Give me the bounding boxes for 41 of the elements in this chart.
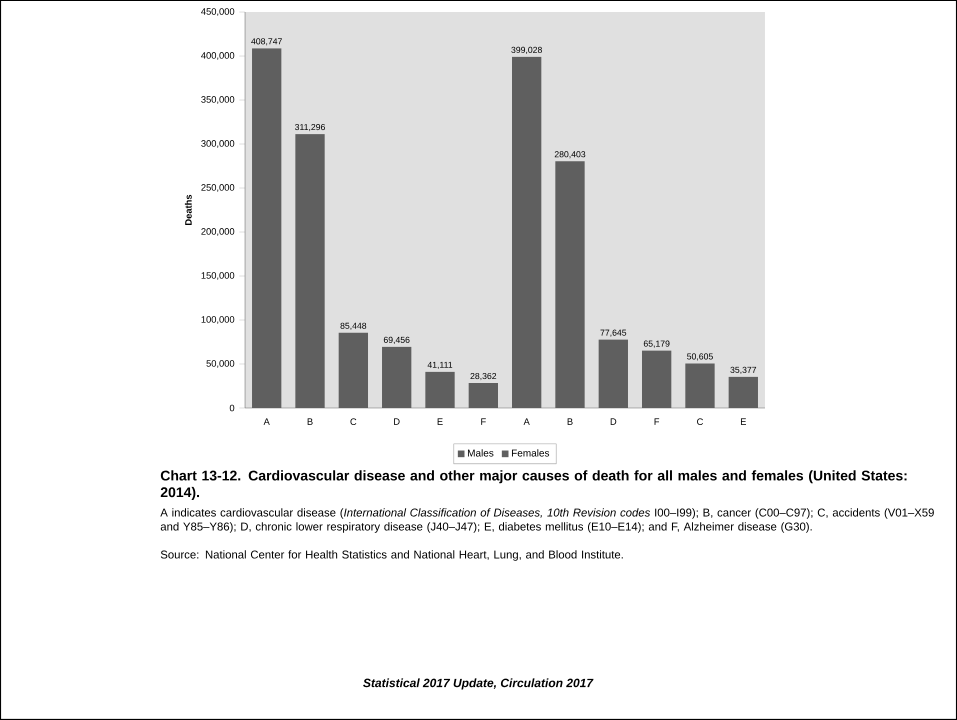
x-tick-label: E (438, 418, 443, 425)
x-tick-label: B (308, 418, 313, 425)
y-axis-title: Deaths (184, 194, 192, 225)
x-tick-label: F (654, 418, 660, 425)
source-note: Source: National Center for Health Statistics and National Heart, Lung, and Blood Institute. (160, 550, 623, 561)
legend-label: Females (512, 449, 550, 457)
data-label: 408,747 (251, 38, 282, 46)
y-tick-label: 350,000 (201, 96, 234, 104)
data-label: 280,403 (554, 151, 586, 158)
y-tick-label: 0 (230, 404, 234, 412)
data-label: 77,645 (600, 330, 626, 337)
data-label: 399,028 (511, 46, 542, 54)
x-tick-label: D (394, 418, 400, 425)
y-tick-label: 250,000 (201, 184, 234, 192)
y-tick-label: 50,000 (206, 360, 234, 368)
data-label: 50,605 (687, 353, 713, 361)
x-tick-label: A (524, 418, 530, 425)
y-tick-label: 100,000 (202, 316, 234, 324)
y-tick-label: 400,000 (201, 52, 234, 60)
x-tick-label: F (481, 418, 486, 425)
y-tick-label: 450,000 (201, 8, 234, 16)
y-tick-label: 200,000 (201, 228, 234, 236)
y-tick-label: 150,000 (202, 272, 234, 280)
x-tick-label: C (697, 418, 703, 425)
y-tick-label: 300,000 (201, 140, 234, 148)
data-label: 85,448 (340, 322, 366, 330)
data-label: 69,456 (384, 336, 410, 344)
data-label: 35,377 (730, 366, 756, 374)
x-tick-label: D (610, 418, 616, 425)
data-label: 311,296 (295, 124, 325, 132)
data-label: 41,111 (428, 362, 452, 369)
text: Chart 13-12. Cardiovascular disease and other major causes of death for all males and females (United States: 2014). (160, 470, 906, 500)
x-tick-label: B (568, 418, 573, 425)
data-label: 65,179 (644, 340, 670, 348)
x-tick-label: E (740, 418, 746, 425)
legend-label: Males (468, 449, 494, 457)
x-tick-label: A (264, 418, 270, 425)
text: Statistical 2017 Update, Circulation 2017 (363, 678, 594, 690)
text: A indicates cardiovascular disease (International Classification of Diseases, 10th Revision codes I00–I99); B, cancer (C00–C97); C, accidents (V01–X59 and Y85–Y86); D, chronic lower respiratory disease (J40–J47); E, diabetes mellitus (E10–E14); and F, Alzheimer disease (G30). (160, 508, 934, 533)
x-tick-label: C (350, 418, 356, 425)
data-label: 28,362 (470, 372, 496, 380)
